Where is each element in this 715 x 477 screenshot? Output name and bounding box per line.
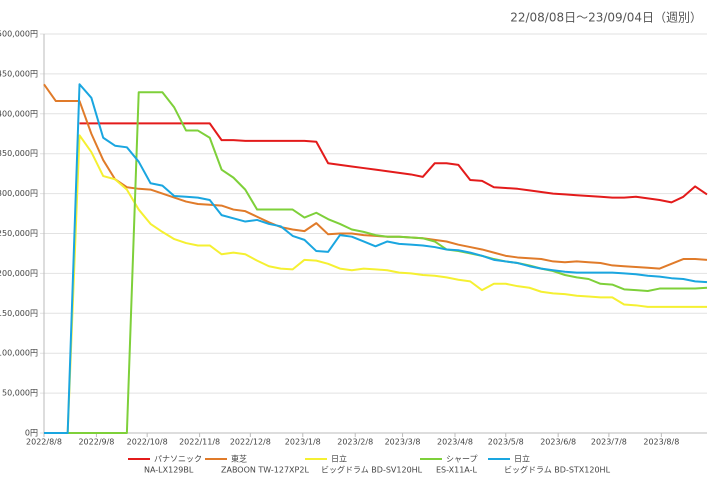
x-tick-label: 2023/8/8	[643, 438, 679, 447]
y-tick-label: 150,000円	[0, 309, 38, 318]
y-tick-label: 100,000円	[0, 349, 38, 358]
x-tick-label: 2022/12/8	[230, 438, 271, 447]
x-tick-label: 2023/7/8	[591, 438, 627, 447]
legend-label: 日立	[514, 454, 530, 464]
y-tick-label: 50,000円	[2, 389, 38, 398]
x-tick-label: 2023/6/8	[540, 438, 576, 447]
x-tick-label: 2023/5/8	[488, 438, 524, 447]
y-tick-label: 250,000円	[0, 229, 38, 238]
legend-item: パナソニック NA-LX129BL	[128, 455, 202, 475]
series-line	[44, 91, 708, 434]
legend-label: 日立	[331, 454, 347, 464]
y-tick-label: 450,000円	[0, 69, 38, 78]
legend-model: ES-X11A-L	[436, 466, 477, 475]
legend-label: シャープ	[446, 455, 478, 464]
series-line	[44, 134, 707, 434]
legend-item: シャープ ES-X11A-L	[420, 455, 478, 475]
legend-label: 東芝	[231, 454, 247, 464]
y-tick-label: 500,000円	[0, 30, 38, 39]
legend-item: 東芝 ZABOON TW-127XP2L	[205, 454, 309, 475]
y-tick-label: 0円	[25, 429, 38, 438]
x-tick-label: 2023/1/8	[285, 438, 321, 447]
y-tick-label: 400,000円	[0, 109, 38, 118]
x-tick-label: 2023/2/8	[337, 438, 373, 447]
x-tick-label: 2023/4/8	[437, 438, 473, 447]
legend-model: NA-LX129BL	[144, 466, 194, 475]
x-tick-label: 2023/3/8	[385, 438, 421, 447]
legend-label: パナソニック	[154, 455, 202, 464]
series-line	[44, 83, 708, 434]
series-line	[79, 122, 708, 204]
y-tick-label: 350,000円	[0, 149, 38, 158]
legend-model: ZABOON TW-127XP2L	[221, 466, 309, 475]
x-tick-label: 2022/8/8	[26, 438, 62, 447]
legend-model: ビッグドラム BD-SV120HL	[321, 465, 423, 475]
y-tick-label: 300,000円	[0, 189, 38, 198]
legend-model: ビッグドラム BD-STX120HL	[504, 465, 611, 475]
x-tick-label: 2022/11/8	[179, 438, 220, 447]
x-tick-label: 2022/9/8	[78, 438, 114, 447]
x-tick-label: 2022/10/8	[127, 438, 168, 447]
chart-title: 22/08/08日〜23/09/04日（週別）	[510, 11, 702, 25]
y-tick-label: 200,000円	[0, 269, 38, 278]
